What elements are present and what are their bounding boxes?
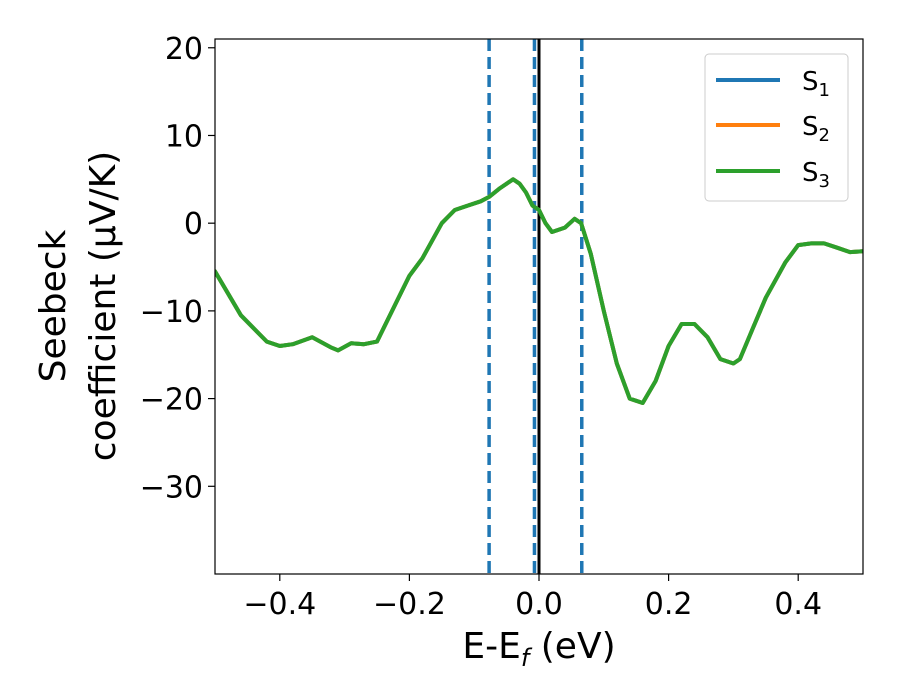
y-tick-label: −20 [140,383,203,418]
series-lines [215,177,863,405]
y-axis-title-line2: coefficient (μV/K) [83,151,124,461]
legend-label-s1: S1 [802,67,830,101]
y-tick-label: −30 [140,470,203,505]
x-tick-label: 0.0 [515,587,563,622]
legend-label-s1-main: S [802,67,819,97]
series-line-s3 [215,177,863,405]
legend-label-s3: S3 [802,158,830,192]
legend-box [704,53,849,202]
legend: S1 S2 S3 [704,53,849,202]
y-axis-title-line1: Seebeck [33,229,74,382]
y-tick-label: 10 [165,119,203,154]
legend-label-s2-main: S [802,112,819,142]
legend-label-s2: S2 [802,112,830,146]
legend-label-s2-sub: 2 [819,125,830,146]
x-tick-label: −0.2 [373,587,446,622]
y-tick-label: −10 [140,295,203,330]
legend-label-s3-sub: 3 [819,171,830,192]
x-axis-title-unit: (eV) [529,626,615,667]
y-axis-ticks: 20 10 0 −10 −20 −30 [140,32,215,505]
x-axis-title-main: E-E [462,626,520,667]
x-tick-label: 0.4 [774,587,822,622]
y-tick-label: 0 [184,207,203,242]
legend-label-s1-sub: 1 [819,80,830,101]
reference-lines [487,39,584,574]
legend-label-s3-main: S [802,158,819,188]
x-tick-label: −0.4 [243,587,316,622]
x-tick-label: 0.2 [645,587,693,622]
x-axis-title: E-Ef (eV) [462,626,615,672]
y-tick-label: 20 [165,32,203,67]
x-axis-ticks: −0.4 −0.2 0.0 0.2 0.4 [243,574,822,622]
y-axis-title: Seebeck coefficient (μV/K) [33,151,124,461]
